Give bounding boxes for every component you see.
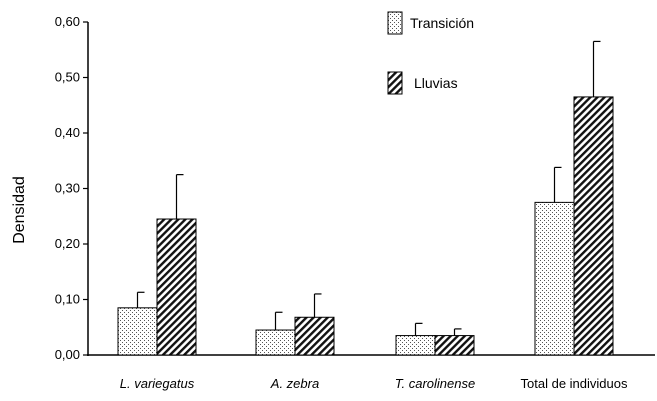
category-label: A. zebra [270,376,319,391]
legend-label-transicion: Transición [410,15,474,31]
bar-transicion [534,201,575,356]
category-label: L. variegatus [120,376,195,391]
bar-transicion [395,335,436,356]
y-ticks: 0,00 0,10 0,20 0,30 0,40 0,50 0,60 [55,14,88,362]
y-tick-label: 0,30 [55,181,80,196]
legend: Transición Lluvias [387,11,474,95]
y-axis-label: Densidad [11,176,28,244]
legend-label-lluvias: Lluvias [414,75,458,91]
y-tick-label: 0,00 [55,347,80,362]
bar-lluvias [156,218,197,356]
bar-transicion [255,329,296,356]
bar-lluvias [573,96,614,356]
y-tick-label: 0,10 [55,292,80,307]
bar-transicion [117,307,158,356]
bar-lluvias [294,316,335,356]
y-tick-label: 0,20 [55,236,80,251]
y-tick-label: 0,40 [55,125,80,140]
category-labels: L. variegatus A. zebra T. carolinense Total… [120,376,628,391]
category-label: Total de individuos [521,376,628,391]
y-tick-label: 0,50 [55,70,80,85]
category-label: T. carolinense [395,376,475,391]
legend-swatch-transicion [387,11,403,35]
bars [117,40,614,356]
bar-lluvias [434,335,475,356]
y-tick-label: 0,60 [55,14,80,29]
legend-swatch-lluvias [387,71,403,95]
